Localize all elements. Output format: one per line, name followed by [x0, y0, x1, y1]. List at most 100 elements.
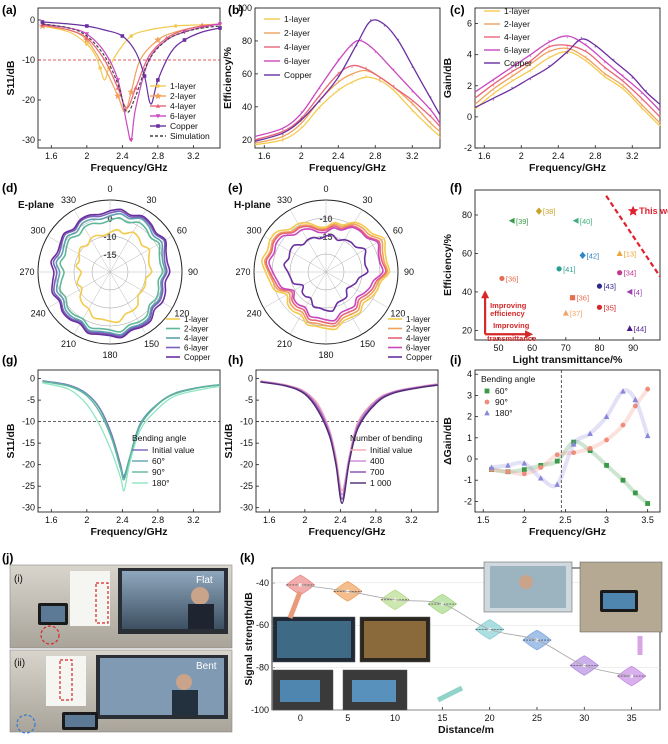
legend-label: 1-layer	[284, 14, 310, 24]
angle-label: 150	[144, 339, 159, 349]
data-point	[120, 34, 125, 38]
scatter-point	[579, 251, 586, 259]
plot-frame	[474, 7, 661, 149]
panel-label-e: (e)	[228, 181, 243, 195]
measurement-sample	[585, 55, 587, 58]
measurement-sample	[392, 88, 395, 90]
angle-label: 180	[318, 350, 333, 360]
x-tick-label: 1.5	[477, 515, 490, 525]
angle-label: 150	[360, 339, 375, 349]
data-point	[603, 413, 610, 420]
data-point	[554, 458, 560, 464]
series-line-6-layer	[474, 35, 661, 112]
x-tick-label: 35	[627, 713, 637, 723]
measurement-sample	[603, 61, 606, 64]
measurement-sample	[603, 77, 606, 79]
data-point	[217, 22, 223, 27]
y-tick-label: -30	[22, 135, 35, 145]
violin-center	[298, 583, 302, 587]
inset-photo-6-phone-screen	[603, 593, 635, 609]
data-point	[521, 460, 528, 466]
measurement-sample	[529, 61, 532, 64]
series-line-1-layer	[254, 76, 441, 146]
measurement-sample	[603, 67, 606, 70]
pareto-frontier-line	[605, 195, 661, 278]
scatter-point-label: [13]	[624, 249, 637, 258]
x-tick-label: 2.4	[116, 515, 129, 525]
legend-marker	[156, 84, 160, 88]
measurement-sample	[622, 74, 624, 76]
x-axis-title: Distance/m	[438, 724, 494, 736]
x-tick-label: 2	[522, 515, 527, 525]
y-tick-label: 6	[467, 19, 472, 29]
legend-marker	[155, 103, 161, 108]
measurement-sample	[429, 96, 432, 98]
scatter-point-label: [39]	[516, 217, 529, 226]
photo-flat-figure-body	[188, 604, 214, 629]
scatter-point	[626, 325, 633, 332]
legend-label: 6-layer	[284, 56, 310, 66]
polar-spoke	[73, 271, 111, 335]
data-point	[620, 477, 626, 483]
legend-label: Copper	[504, 58, 532, 68]
data-point	[604, 462, 609, 468]
photo-bent-red-box	[59, 659, 73, 701]
x-tick-label: 1.6	[263, 515, 276, 525]
scatter-point-label: [34]	[624, 269, 637, 278]
measurement-sample	[337, 88, 340, 90]
panel-label-i: (i)	[450, 353, 461, 367]
measurement-sample	[337, 74, 340, 77]
y-tick-label: 2	[467, 81, 472, 91]
polar-pattern-2-layer	[263, 223, 389, 328]
y-tick-label: -5	[245, 395, 253, 405]
polar-pattern-2-layer	[59, 217, 164, 333]
measurement-sample	[645, 89, 647, 92]
y-tick-label: -30	[22, 503, 35, 513]
series-line-90°	[42, 380, 221, 481]
measurement-sample	[612, 58, 615, 61]
inset-photos-k	[272, 561, 663, 711]
x-tick-label: 50	[494, 343, 504, 353]
series-line-4-layer	[42, 23, 221, 109]
legend-marker	[484, 399, 490, 405]
y-tick-label: 0	[30, 374, 35, 384]
polar-spoke	[325, 271, 389, 309]
measurement-sample	[411, 110, 414, 113]
y-axis-title: Gain/dB	[442, 57, 454, 98]
polar-pattern-1-layer	[75, 228, 153, 324]
legend-label: 6-layer	[184, 344, 209, 353]
measurement-sample	[411, 100, 414, 103]
trend-band	[491, 387, 650, 477]
data-point	[505, 462, 511, 468]
measurement-sample	[511, 78, 513, 81]
scatter-point-label: [35]	[603, 303, 616, 312]
angle-label: 300	[247, 226, 262, 236]
y-tick-label: -80	[256, 663, 269, 673]
y-tick-label: 0	[30, 15, 35, 25]
measurement-sample	[585, 43, 587, 45]
x-tick-label: 2	[84, 151, 89, 161]
photo-bent-figure-body	[172, 690, 198, 715]
angle-label: 60	[177, 226, 187, 236]
measurement-sample	[640, 92, 643, 95]
x-tick-label: 2.8	[370, 515, 383, 525]
series-line-simulation	[42, 23, 221, 113]
photo-bent-label: (ii)	[14, 658, 25, 669]
legend-label: 60°	[495, 386, 508, 396]
legend-label: Copper	[184, 353, 211, 362]
measurement-sample	[379, 77, 381, 80]
annotation-improving: Improving	[490, 301, 527, 310]
data-point	[127, 88, 135, 96]
data-point	[85, 24, 89, 28]
data-point	[505, 469, 511, 475]
scatter-point	[627, 205, 639, 216]
series-line-180°	[42, 382, 221, 492]
measurement-sample	[300, 111, 303, 113]
scatter-point	[569, 295, 576, 301]
chart-signal-strength: 0 5 10 15 20 25 30 35 -40 -60 -80 -100 Distance/m Sig…	[243, 567, 661, 736]
measurement-sample	[439, 137, 441, 139]
y-axis-title: S11/dB	[5, 60, 17, 95]
x-axis-title: Frequency/GHz	[529, 162, 606, 174]
angle-label: 30	[146, 195, 156, 205]
trend-line	[300, 584, 632, 677]
